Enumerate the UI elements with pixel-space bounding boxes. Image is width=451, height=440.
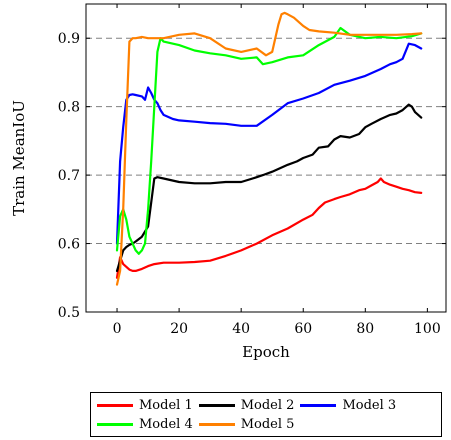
- x-tick-label: 40: [232, 321, 250, 337]
- y-axis-label: Train MeanIoU: [10, 100, 28, 216]
- legend-item-model-1: Model 1: [97, 396, 193, 415]
- y-tick-label: 0.6: [58, 237, 80, 253]
- legend-row: Model 1 Model 2 Model 3: [97, 396, 435, 415]
- x-tick-label: 100: [414, 321, 441, 337]
- y-tick-label: 0.9: [58, 31, 80, 47]
- series-line-model-4: [115, 26, 423, 255]
- legend-item-model-4: Model 4: [97, 415, 193, 434]
- legend-swatch: [97, 404, 133, 407]
- legend-label: Model 2: [240, 398, 295, 413]
- y-tick-label: 0.8: [58, 100, 80, 116]
- series-lines: [115, 11, 423, 286]
- legend-label: Model 4: [139, 417, 193, 432]
- x-tick-label: 80: [356, 321, 374, 337]
- legend-item-model-2: Model 2: [198, 396, 295, 415]
- axis-ticks: 0.5 0.6 0.7 0.8 0.9 0 20 40 60 80 100: [58, 4, 446, 337]
- legend-row: Model 4 Model 5: [97, 415, 435, 434]
- legend-swatch: [198, 404, 235, 407]
- x-axis-label: Epoch: [242, 343, 290, 361]
- legend-item-model-3: Model 3: [300, 396, 396, 415]
- plot-frame: [85, 3, 447, 313]
- series-line-model-2: [115, 103, 423, 272]
- legend-item-model-5: Model 5: [198, 415, 295, 434]
- series-line-model-1: [115, 177, 423, 279]
- series-line-model-5: [115, 11, 423, 286]
- x-tick-label: 20: [170, 321, 188, 337]
- legend-swatch: [97, 423, 133, 426]
- y-tick-label: 0.5: [58, 305, 80, 321]
- y-tick-label: 0.7: [58, 168, 80, 184]
- x-tick-label: 0: [113, 321, 122, 337]
- legend-swatch: [198, 423, 235, 426]
- legend-label: Model 5: [240, 417, 295, 432]
- legend-label: Model 1: [139, 398, 193, 413]
- series-line-model-3: [115, 42, 423, 245]
- legend-label: Model 3: [342, 398, 397, 413]
- legend-swatch: [300, 404, 337, 407]
- x-tick-label: 60: [294, 321, 312, 337]
- chart: 0.5 0.6 0.7 0.8 0.9 0 20 40 60 80 100 Epoch Train …: [10, 3, 447, 361]
- legend: Model 1 Model 2 Model 3 Model 4 Model 5: [90, 392, 442, 437]
